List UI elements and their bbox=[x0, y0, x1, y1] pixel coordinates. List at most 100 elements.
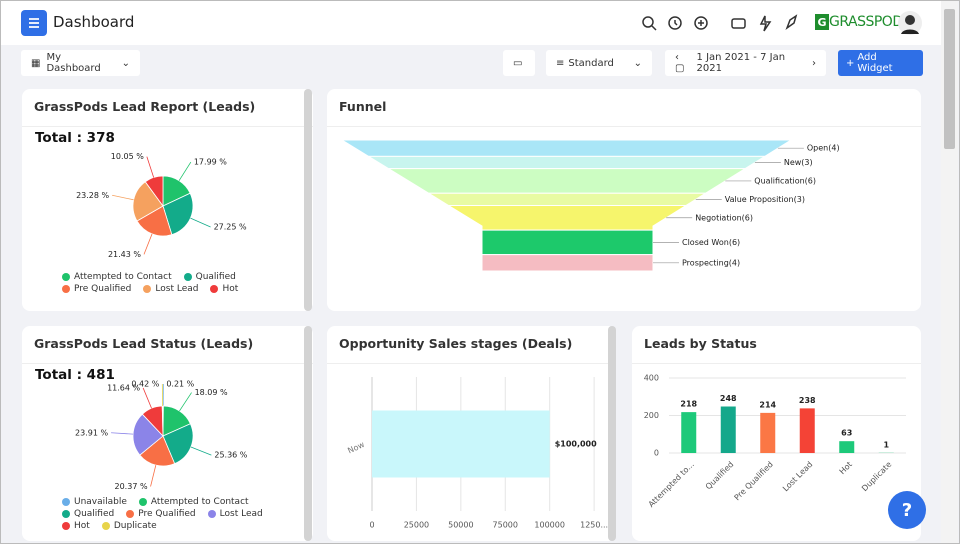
header-icons[interactable] bbox=[639, 11, 819, 35]
value-label: 1 bbox=[883, 440, 889, 449]
funnel-stage bbox=[482, 230, 653, 255]
legend-label: Hot bbox=[74, 521, 90, 531]
value-label: 248 bbox=[720, 394, 737, 403]
brand-logo: G bbox=[815, 14, 829, 30]
leader-line bbox=[112, 195, 134, 200]
x-tick-label: Duplicate bbox=[860, 460, 893, 493]
slice-label: 20.37 % bbox=[115, 482, 148, 491]
x-tick-label: 100000 bbox=[534, 521, 565, 530]
x-tick-label: Pre Qualified bbox=[732, 460, 774, 502]
x-tick-label: 0 bbox=[369, 521, 374, 530]
legend-label: Qualified bbox=[74, 509, 114, 519]
bar bbox=[839, 441, 854, 453]
page-scrollbar[interactable] bbox=[941, 1, 958, 543]
chart: 02500050000750001000001250...$100,000Now bbox=[327, 326, 616, 541]
stage-label: Negotiation(6) bbox=[695, 213, 753, 222]
legend-swatch bbox=[62, 522, 70, 530]
legend-swatch bbox=[62, 273, 70, 281]
funnel-stage bbox=[429, 193, 706, 205]
funnel-stage bbox=[389, 169, 745, 194]
funnel-stage bbox=[369, 156, 765, 168]
date-range-text: 1 Jan 2021 - 7 Jan 2021 bbox=[697, 52, 806, 74]
legend-item: Qualified bbox=[62, 509, 114, 519]
leader-line bbox=[179, 393, 191, 411]
y-tick-label: 0 bbox=[654, 449, 659, 458]
value-label: 238 bbox=[799, 396, 816, 405]
scrollbar[interactable] bbox=[304, 326, 312, 541]
date-range[interactable]: ‹ ▢1 Jan 2021 - 7 Jan 2021› bbox=[665, 50, 826, 76]
x-tick-label: 25000 bbox=[404, 521, 429, 530]
legend-swatch bbox=[62, 510, 70, 518]
legend-swatch bbox=[102, 522, 110, 530]
header: Dashboard G GRASSPODS bbox=[1, 1, 941, 45]
legend-label: Duplicate bbox=[114, 521, 157, 531]
total: Total : 378 bbox=[35, 130, 115, 146]
slice-label: 27.25 % bbox=[214, 222, 247, 231]
x-tick-label: Qualified bbox=[704, 460, 736, 492]
legend-swatch bbox=[184, 273, 192, 281]
widget-card: GrassPods Lead Status (Leads)0.21 %18.09… bbox=[22, 326, 313, 541]
value-label: $100,000 bbox=[555, 440, 597, 449]
slice-label: 25.36 % bbox=[214, 451, 247, 460]
legend-item: Pre Qualified bbox=[62, 284, 131, 294]
total: Total : 481 bbox=[35, 367, 115, 383]
leader-line bbox=[190, 218, 210, 227]
slice-label: 17.99 % bbox=[194, 158, 227, 167]
dashboard-select[interactable]: ▦My Dashboard⌄ bbox=[21, 50, 140, 76]
funnel-stage bbox=[342, 140, 791, 156]
slice-label: 18.09 % bbox=[195, 388, 228, 397]
stage-label: Qualification(6) bbox=[754, 176, 816, 185]
chart: Open(4)New(3)Qualification(6)Value Propo… bbox=[327, 89, 921, 311]
view-select[interactable]: ≡Standard⌄ bbox=[546, 50, 652, 76]
legend-swatch bbox=[143, 285, 151, 293]
bar bbox=[681, 412, 696, 453]
stage-label: New(3) bbox=[784, 158, 813, 167]
stage-label: Closed Won(6) bbox=[682, 238, 740, 247]
scrollbar[interactable] bbox=[304, 89, 312, 311]
legend-item: Qualified bbox=[184, 272, 236, 282]
legend-label: Hot bbox=[222, 284, 238, 294]
menu-icon bbox=[21, 10, 47, 36]
legend-swatch bbox=[62, 498, 70, 506]
legend-item: Unavailable bbox=[62, 497, 127, 507]
widget-card: Leads by Status0200400218Attempted to...… bbox=[632, 326, 921, 541]
slice-label: 23.28 % bbox=[76, 191, 109, 200]
x-tick-label: Attempted to... bbox=[647, 460, 696, 509]
svg-text:G: G bbox=[817, 16, 826, 29]
y-tick-label: 400 bbox=[644, 374, 659, 383]
funnel-stage bbox=[449, 206, 686, 231]
bar bbox=[760, 413, 775, 453]
help-button[interactable]: ? bbox=[887, 490, 927, 530]
dashboard-name: My Dashboard bbox=[46, 52, 115, 74]
legend-label: Unavailable bbox=[74, 497, 127, 507]
add-widget-button[interactable]: +Add Widget bbox=[838, 50, 923, 76]
y-tick-label: 200 bbox=[644, 411, 659, 420]
legend: Attempted to Contact Qualified Pre Qualifi… bbox=[62, 272, 283, 294]
legend-item: Pre Qualified bbox=[126, 509, 195, 519]
leader-line bbox=[147, 157, 154, 178]
avatar[interactable] bbox=[897, 10, 923, 36]
bar bbox=[372, 411, 550, 478]
x-tick-label: 50000 bbox=[448, 521, 473, 530]
legend-label: Lost Lead bbox=[155, 284, 198, 294]
view-name: Standard bbox=[568, 58, 614, 69]
legend-item: Attempted to Contact bbox=[62, 272, 172, 282]
value-label: 214 bbox=[759, 400, 776, 409]
slice-label: 0.21 % bbox=[166, 380, 194, 389]
leader-line bbox=[111, 433, 133, 434]
legend-swatch bbox=[139, 498, 147, 506]
value-label: 63 bbox=[841, 429, 852, 438]
legend-item: Duplicate bbox=[102, 521, 157, 531]
legend-item: Attempted to Contact bbox=[139, 497, 249, 507]
bar bbox=[800, 408, 815, 453]
legend-swatch bbox=[208, 510, 216, 518]
x-tick-label: Lost Lead bbox=[781, 460, 814, 493]
legend-item: Lost Lead bbox=[143, 284, 198, 294]
legend-label: Lost Lead bbox=[220, 509, 263, 519]
scrollbar[interactable] bbox=[608, 326, 616, 541]
tv-button[interactable]: ▭ bbox=[503, 50, 535, 76]
stage-label: Value Proposition(3) bbox=[725, 195, 805, 204]
slice-label: 0.42 % bbox=[131, 380, 159, 389]
menu-button[interactable] bbox=[21, 10, 47, 36]
legend-label: Pre Qualified bbox=[74, 284, 131, 294]
